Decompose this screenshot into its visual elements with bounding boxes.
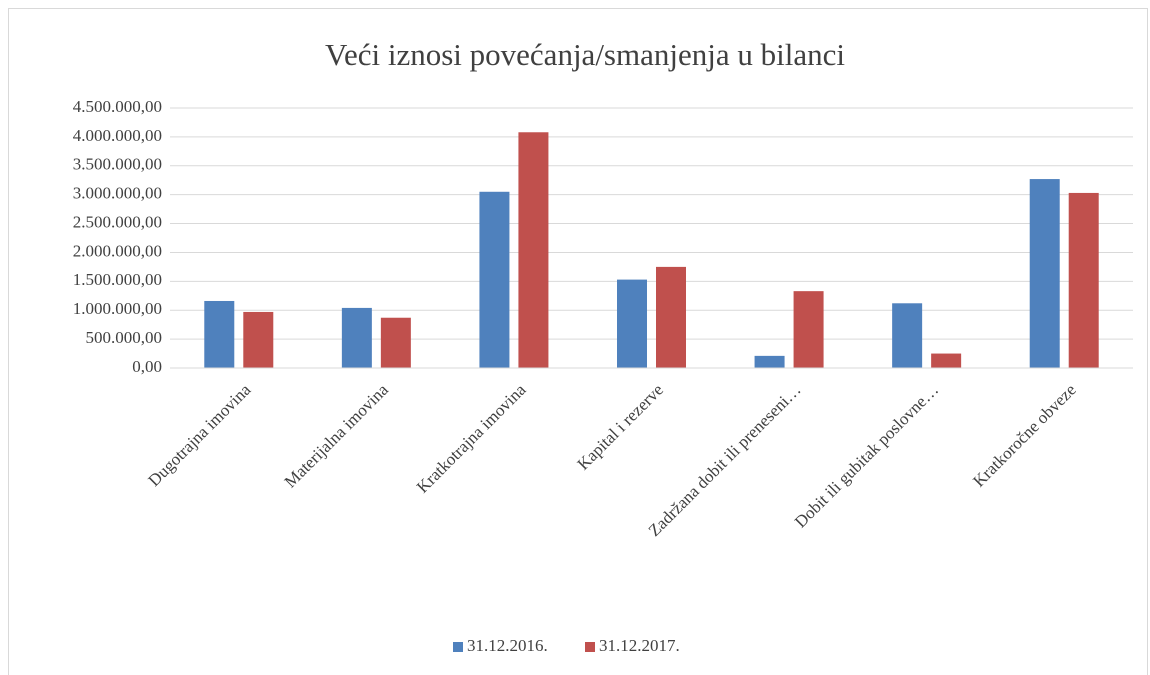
- y-tick-label: 1.500.000,00: [73, 270, 162, 289]
- bar: [892, 303, 923, 368]
- chart-border: [8, 8, 1148, 675]
- y-tick-label: 2.500.000,00: [73, 212, 162, 231]
- y-tick-label: 1.000.000,00: [73, 299, 162, 318]
- bar: [1029, 179, 1060, 368]
- bar: [243, 311, 274, 368]
- bar: [793, 291, 824, 368]
- bar: [341, 307, 372, 368]
- bar: [656, 266, 686, 368]
- bar: [617, 279, 647, 368]
- legend-swatch: [585, 642, 595, 652]
- legend-swatch: [453, 642, 463, 652]
- y-tick-label: 2.000.000,00: [73, 241, 162, 260]
- bar: [1068, 192, 1099, 368]
- y-tick-label: 3.500.000,00: [73, 155, 162, 174]
- bar: [204, 300, 235, 368]
- y-tick-label: 500.000,00: [86, 328, 163, 347]
- bar: [518, 132, 549, 368]
- bar: [754, 355, 785, 368]
- chart-title: Veći iznosi povećanja/smanjenja u bilanc…: [325, 37, 845, 72]
- y-tick-label: 3.000.000,00: [73, 184, 162, 203]
- bar: [479, 191, 510, 368]
- bar: [380, 317, 411, 368]
- y-tick-label: 4.000.000,00: [73, 126, 162, 145]
- bar: [931, 353, 962, 368]
- legend-label: 31.12.2017.: [599, 636, 680, 655]
- legend-label: 31.12.2016.: [467, 636, 548, 655]
- y-tick-label: 4.500.000,00: [73, 97, 162, 116]
- y-tick-label: 0,00: [132, 357, 162, 376]
